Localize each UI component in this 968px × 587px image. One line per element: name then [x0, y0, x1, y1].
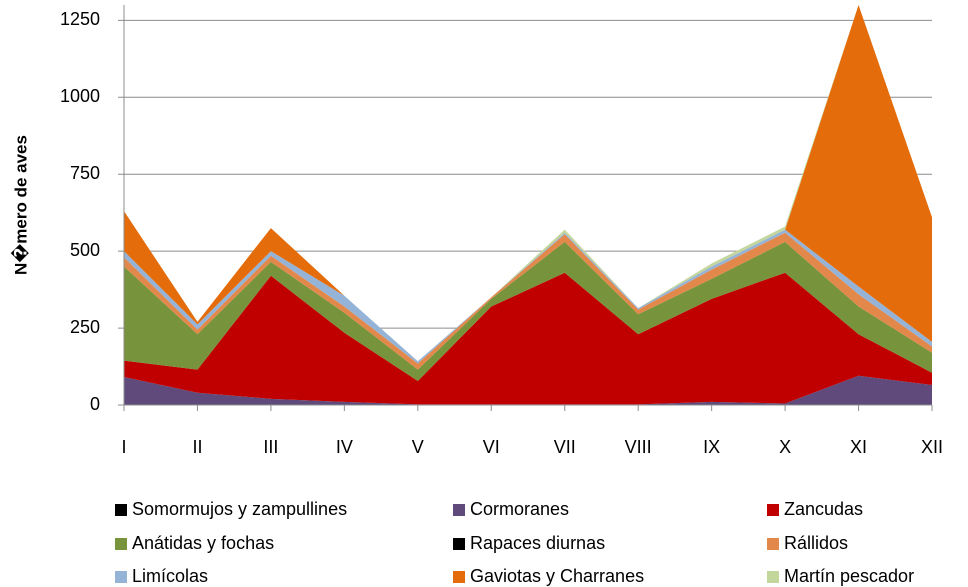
legend-swatch	[767, 571, 779, 583]
x-tick-label: III	[263, 437, 278, 457]
x-tick-label: X	[779, 437, 791, 457]
legend-label: Rapaces diurnas	[470, 533, 605, 553]
legend-label: Cormoranes	[470, 499, 569, 519]
legend-swatch	[767, 504, 779, 516]
legend-label: Gaviotas y Charranes	[470, 566, 644, 586]
legend-swatch	[453, 538, 465, 550]
area	[124, 232, 932, 370]
legend-label: Somormujos y zampullines	[132, 499, 347, 519]
x-tick-label: II	[192, 437, 202, 457]
legend-swatch	[453, 504, 465, 516]
legend-swatch	[115, 571, 127, 583]
x-tick-label: IV	[336, 437, 353, 457]
legend-swatch	[115, 538, 127, 550]
legend-label: Anátidas y fochas	[132, 533, 274, 553]
x-tick-label: VI	[483, 437, 500, 457]
x-tick-label: IX	[703, 437, 720, 457]
y-tick-label: 250	[70, 317, 100, 337]
y-tick-label: 0	[90, 394, 100, 414]
legend-swatch	[767, 538, 779, 550]
area	[124, 272, 932, 405]
x-tick-label: I	[121, 437, 126, 457]
area	[124, 375, 932, 405]
y-axis-label: N�mero de aves	[10, 135, 30, 275]
legend-label: Zancudas	[784, 499, 863, 519]
legend-label: Limícolas	[132, 566, 208, 586]
legend-label: Martín pescador	[784, 566, 914, 586]
y-tick-label: 500	[70, 240, 100, 260]
x-tick-label: VII	[554, 437, 576, 457]
y-tick-label: 1250	[60, 9, 100, 29]
y-tick-label: 1000	[60, 86, 100, 106]
legend-swatch	[115, 504, 127, 516]
x-tick-label: V	[412, 437, 424, 457]
x-tick-label: XII	[921, 437, 943, 457]
legend-swatch	[453, 571, 465, 583]
x-tick-label: VIII	[625, 437, 652, 457]
area	[124, 241, 932, 381]
legend-label: Rállidos	[784, 533, 848, 553]
x-tick-label: XI	[850, 437, 867, 457]
y-tick-label: 750	[70, 163, 100, 183]
area	[124, 5, 932, 362]
